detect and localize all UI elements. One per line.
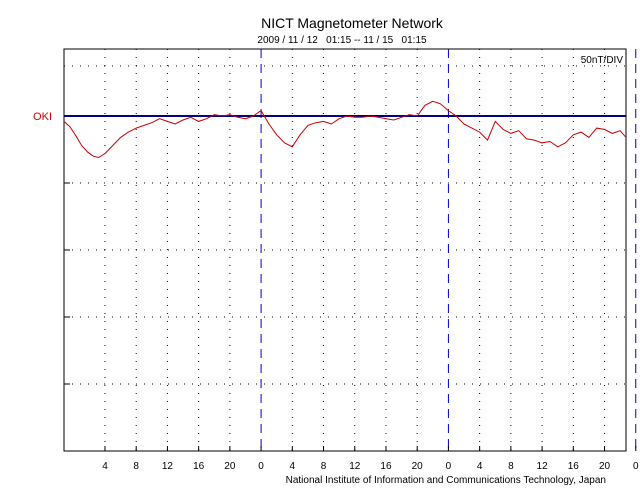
oki-series-line — [63, 100, 627, 159]
scale-label: 50nT/DIV — [581, 55, 624, 66]
x-tick-label: 4 — [102, 461, 108, 472]
x-tick-label: 0 — [633, 461, 639, 472]
x-tick-label: 20 — [599, 461, 611, 472]
x-tick-label: 12 — [537, 461, 549, 472]
chart-subtitle: 2009 / 11 / 12 01:15 -- 11 / 15 01:15 — [257, 35, 427, 46]
chart-title: NICT Magnetometer Network — [261, 15, 444, 31]
x-tick-label: 12 — [162, 461, 174, 472]
y-axis — [64, 182, 70, 452]
x-tick-label: 4 — [290, 461, 296, 472]
grid — [64, 49, 626, 452]
day-boundary-lines — [260, 49, 637, 451]
x-axis: 4 8 12 16 20 0 4 8 12 16 20 0 4 8 12 16 20 0 — [102, 446, 639, 472]
x-tick-label: 16 — [380, 461, 392, 472]
x-tick-label: 8 — [508, 461, 514, 472]
x-tick-label: 0 — [446, 461, 452, 472]
x-tick-label: 8 — [321, 461, 327, 472]
x-tick-label: 0 — [258, 461, 264, 472]
x-tick-label: 8 — [133, 461, 139, 472]
x-tick-label: 16 — [193, 461, 205, 472]
oki-series-label: OKI — [33, 111, 52, 123]
x-tick-label: 20 — [224, 461, 236, 472]
x-tick-label: 20 — [412, 461, 424, 472]
footer-credit: National Institute of Information and Co… — [286, 475, 606, 486]
x-tick-label: 4 — [477, 461, 483, 472]
x-tick-label: 12 — [349, 461, 361, 472]
x-tick-label: 16 — [568, 461, 580, 472]
